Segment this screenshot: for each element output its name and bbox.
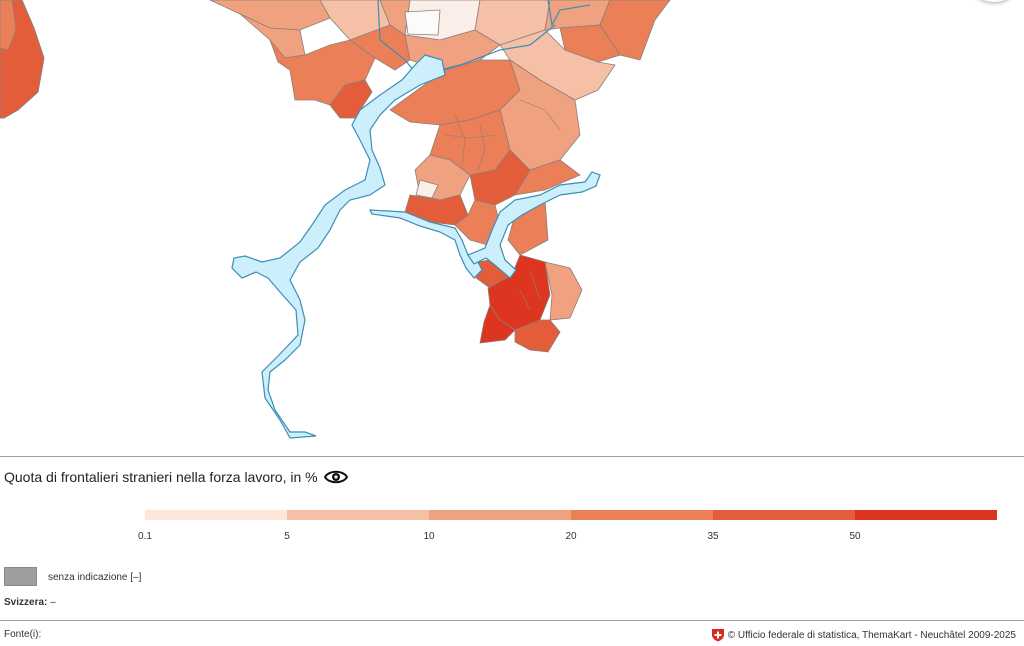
legend-tick-label: 10 — [423, 531, 435, 542]
map-region[interactable] — [209, 0, 331, 31]
map-region[interactable] — [454, 199, 501, 246]
lake-lugano-east — [467, 171, 601, 279]
legend-class-5 — [713, 510, 855, 520]
map-region[interactable] — [479, 304, 516, 344]
map-region[interactable] — [404, 9, 441, 36]
footer-divider — [0, 620, 1024, 621]
legend-tick-label: 35 — [707, 531, 719, 542]
lake-maggiore — [231, 54, 446, 439]
legend-color-scale — [145, 510, 997, 520]
credit-text: © Ufficio federale di statistica, ThemaK… — [727, 629, 1016, 641]
legend-tick-label: 5 — [284, 531, 290, 542]
choropleth-map[interactable] — [0, 0, 1024, 455]
legend-title: Quota di frontalieri stranieri nella for… — [4, 469, 318, 485]
legend-tick-label: 20 — [565, 531, 577, 542]
legend-tick-label: 50 — [849, 531, 861, 542]
no-data-label: senza indicazione [–] — [48, 572, 142, 583]
credit: © Ufficio federale di statistica, ThemaK… — [711, 628, 1016, 642]
legend-class-1 — [145, 510, 287, 520]
no-data-swatch — [4, 567, 37, 586]
eye-icon[interactable] — [323, 468, 348, 486]
national-value-number: – — [50, 597, 56, 608]
legend-tick-label: 0.1 — [138, 531, 152, 542]
map-control-button[interactable] — [975, 0, 1013, 2]
map-region[interactable] — [544, 261, 583, 321]
map-region[interactable] — [514, 319, 561, 353]
legend-class-2 — [287, 510, 429, 520]
legend-class-6 — [855, 510, 997, 520]
map-region[interactable] — [514, 159, 581, 196]
national-value-label: Svizzera: — [4, 597, 48, 608]
legend-title-row: Quota di frontalieri stranieri nella for… — [4, 468, 348, 486]
map-region[interactable] — [0, 0, 17, 51]
national-value: Svizzera: – — [4, 597, 56, 608]
legend-divider — [0, 456, 1024, 457]
legend-class-4 — [571, 510, 713, 520]
lake-lugano — [369, 209, 483, 279]
legend-class-3 — [429, 510, 571, 520]
source-label: Fonte(i): — [4, 629, 42, 640]
map-canvas[interactable] — [0, 0, 1024, 455]
swiss-flag-icon — [711, 628, 725, 642]
map-region[interactable] — [559, 24, 621, 63]
map-region[interactable] — [415, 179, 439, 199]
map-region[interactable] — [329, 79, 373, 119]
